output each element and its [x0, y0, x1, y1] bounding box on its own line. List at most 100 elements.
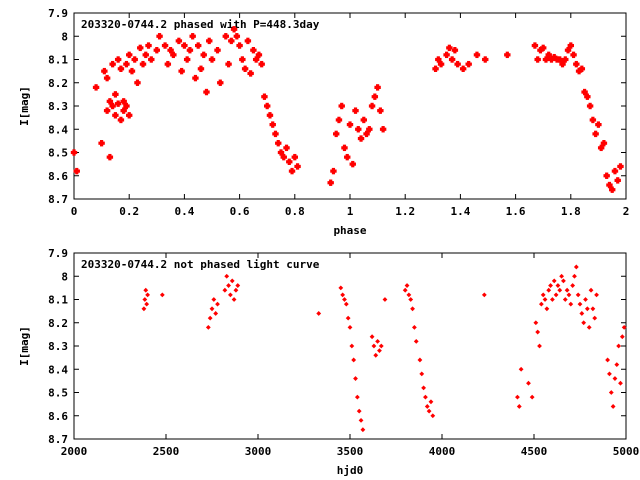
data-point-core [592, 130, 599, 138]
data-point [570, 51, 577, 59]
data-point [454, 60, 461, 68]
data-point-core [230, 26, 238, 33]
unphased-light-curve-panel: 2000 2500 3000 3500 4000 4500 5000 7.9 8 8.1 8.2 8.… [18, 247, 639, 477]
data-point-core [570, 51, 577, 58]
data-point-core [222, 33, 229, 40]
data-point [349, 160, 356, 168]
data-point [222, 287, 228, 293]
data-point [534, 56, 541, 63]
data-point [446, 44, 453, 52]
data-point [181, 42, 188, 49]
data-point-core [73, 167, 80, 175]
data-point [518, 366, 524, 372]
data-point [432, 65, 439, 72]
data-point-core [126, 51, 133, 58]
data-point-core [272, 130, 279, 138]
data-point [73, 167, 80, 175]
data-point [572, 273, 577, 279]
data-point [465, 60, 472, 68]
data-point [114, 56, 122, 63]
data-point-core [197, 65, 205, 72]
data-point-core [208, 56, 216, 63]
data-point [341, 144, 348, 152]
data-point [371, 93, 379, 100]
data-point [342, 297, 347, 302]
x-tick-label: 2000 [61, 445, 88, 458]
data-point-core [504, 51, 511, 58]
data-point-core [465, 61, 472, 68]
data-point-core [291, 154, 298, 161]
data-point [92, 84, 100, 91]
data-point-core [104, 74, 111, 82]
data-point [546, 287, 552, 293]
data-point [430, 413, 436, 419]
data-point [537, 343, 542, 349]
data-point [533, 320, 539, 326]
data-point-core [178, 68, 185, 75]
data-point [542, 297, 548, 302]
data-point-core [261, 93, 268, 100]
data-point-core [589, 116, 596, 124]
data-point-core [587, 102, 594, 110]
data-point [356, 408, 362, 414]
data-point [360, 116, 367, 124]
x-tick-label: 3500 [337, 445, 364, 458]
data-point [616, 343, 622, 349]
data-point [377, 348, 382, 354]
phased-light-curve-panel: 0 0.2 0.4 0.6 0.8 1 1.2 1.4 1.6 1.8 2 7.9 8 8.1 8.2 8.3… [18, 7, 629, 237]
data-point [137, 44, 144, 52]
data-point-core [117, 65, 125, 72]
data-point-core [92, 84, 100, 91]
data-point [106, 153, 114, 161]
data-point [553, 292, 559, 298]
data-point [142, 51, 149, 59]
data-point [577, 301, 583, 307]
x-tick-label: 1 [347, 205, 354, 218]
data-point-core [126, 112, 133, 119]
data-point [592, 315, 598, 321]
y-tick-label: 7.9 [48, 247, 68, 260]
data-point [338, 285, 344, 291]
data-point [145, 292, 150, 298]
data-point-core [145, 42, 152, 49]
data-point [413, 338, 419, 344]
data-point-core [142, 51, 149, 58]
y-tick-label: 8.3 [48, 100, 68, 113]
x-tick-label: 2 [623, 205, 630, 218]
chart-title: 203320-0744.2 phased with P=448.3day [81, 18, 320, 31]
y-tick-label: 8.7 [48, 433, 68, 446]
data-point-core [214, 47, 221, 54]
data-point-core [200, 51, 207, 58]
data-point-core [170, 51, 177, 58]
data-point [345, 315, 351, 321]
data-point-core [153, 47, 160, 54]
y-tick-label: 8 [61, 270, 68, 283]
data-point [275, 140, 282, 147]
data-point [373, 352, 379, 358]
data-point [379, 126, 387, 133]
y-tick-label: 8.2 [48, 317, 68, 330]
data-point [451, 47, 459, 54]
data-point [607, 371, 612, 377]
y-tick-label: 8.2 [48, 77, 68, 90]
data-point [186, 47, 194, 54]
data-point [222, 33, 229, 40]
data-point-core [233, 33, 240, 40]
data-point [406, 292, 412, 298]
data-point [349, 343, 355, 349]
data-point [233, 33, 241, 40]
data-point-core [482, 56, 489, 63]
data-point-core [206, 37, 213, 45]
data-point-core [614, 177, 621, 184]
data-point [159, 292, 165, 298]
data-point [235, 283, 241, 288]
data-point [335, 116, 343, 124]
data-point [377, 107, 384, 114]
y-tick-label: 8.1 [48, 294, 68, 307]
data-point [123, 102, 130, 110]
data-point [114, 100, 122, 107]
data-point [567, 42, 574, 49]
data-point [208, 56, 216, 63]
data-point [269, 121, 276, 128]
data-point-core [611, 167, 619, 175]
